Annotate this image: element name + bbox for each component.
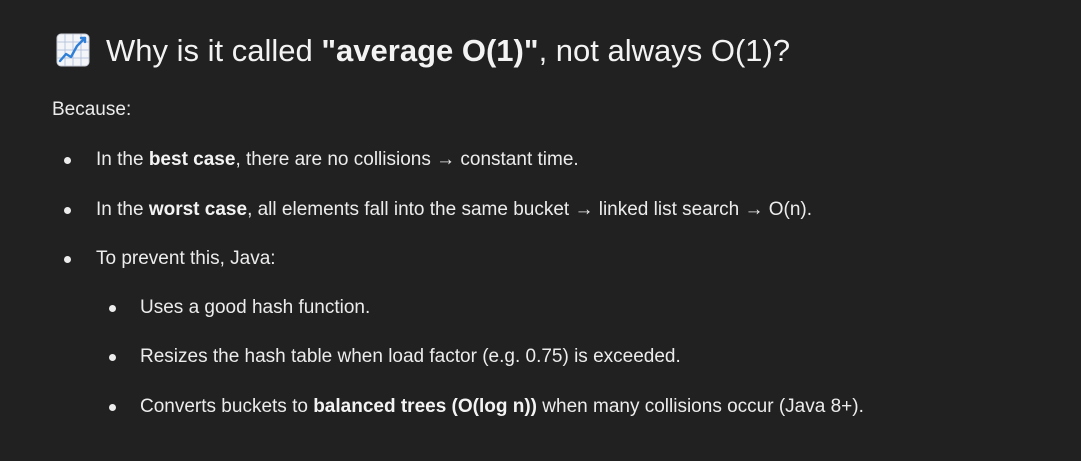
sub-bullet-dot	[109, 305, 116, 312]
list-item-text: To prevent this, Java:	[96, 248, 276, 269]
list-item-java-prevention: To prevent this, Java:	[96, 247, 276, 271]
list-item-text: Uses a good hash function.	[140, 297, 371, 318]
list-item-worst-case: In the worst case, all elements fall int…	[96, 198, 812, 222]
list-item-text: Resizes the hash table when load factor …	[140, 346, 681, 367]
list-item-text: In the	[96, 149, 149, 170]
bullet-dot	[64, 256, 71, 263]
list-item-text: when many collisions occur (Java 8+).	[537, 396, 864, 417]
chart-increasing-icon	[56, 33, 90, 67]
list-item-emphasis: best case	[148, 149, 236, 170]
sub-bullet-dot	[109, 354, 116, 361]
heading-title: Why is it called "average O(1)", not alw…	[106, 35, 790, 66]
list-item-text: , all elements fall into the same bucket…	[247, 199, 813, 220]
list-item-text: , there are no collisions → constant tim…	[235, 149, 579, 170]
bullet-dot	[64, 207, 71, 214]
bullet-dot	[64, 157, 71, 164]
list-item-emphasis: worst case	[148, 199, 248, 220]
list-item-emphasis: balanced trees (O(log n))	[313, 396, 538, 417]
sub-list-item-hash-function: Uses a good hash function.	[140, 296, 370, 320]
list-item-best-case: In the best case, there are no collision…	[96, 148, 579, 172]
heading-prefix: Why is it called	[106, 32, 322, 68]
sub-list-item-resize: Resizes the hash table when load factor …	[140, 345, 681, 369]
list-item-text: In the	[96, 199, 149, 220]
heading-quoted-term: "average O(1)"	[321, 32, 539, 68]
intro-text: Because:	[52, 99, 132, 120]
sub-bullet-dot	[109, 404, 116, 411]
section-heading: Why is it called "average O(1)", not alw…	[56, 26, 790, 74]
sub-list-item-balanced-trees: Converts buckets to balanced trees (O(lo…	[140, 395, 864, 419]
list-item-text: Converts buckets to	[140, 396, 314, 417]
heading-suffix: , not always O(1)?	[538, 32, 791, 68]
